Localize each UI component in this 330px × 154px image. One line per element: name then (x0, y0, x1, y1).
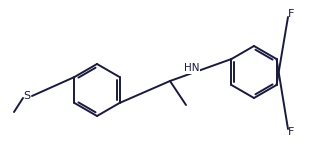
Text: F: F (288, 127, 294, 137)
Text: HN: HN (184, 63, 200, 73)
Text: S: S (23, 91, 31, 101)
Text: F: F (288, 9, 294, 19)
